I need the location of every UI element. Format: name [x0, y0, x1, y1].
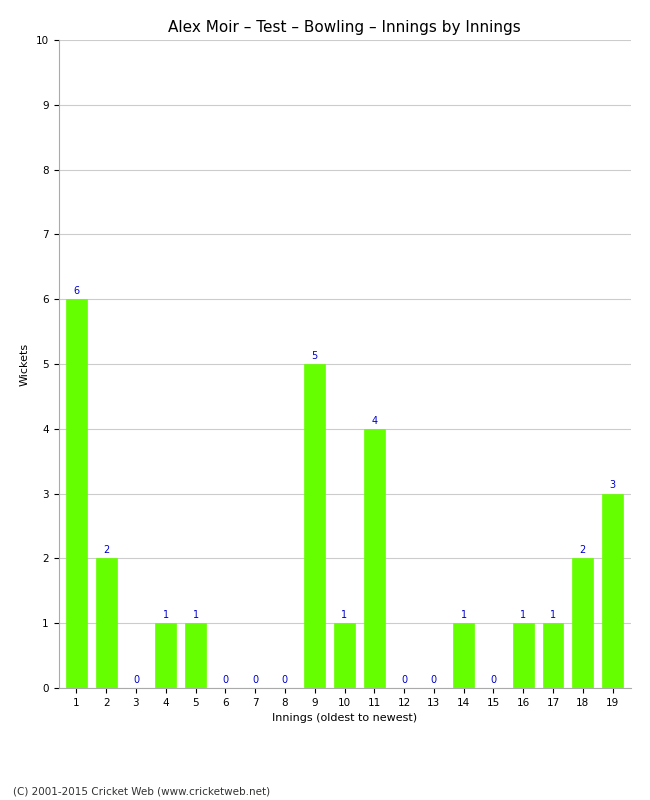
Text: 0: 0: [222, 674, 228, 685]
Bar: [543, 623, 564, 688]
Bar: [96, 558, 116, 688]
Text: 5: 5: [311, 350, 318, 361]
Bar: [573, 558, 593, 688]
Bar: [364, 429, 385, 688]
Y-axis label: Wickets: Wickets: [20, 342, 30, 386]
Text: 6: 6: [73, 286, 79, 296]
Text: 2: 2: [580, 545, 586, 555]
Text: 1: 1: [461, 610, 467, 620]
Bar: [185, 623, 206, 688]
Text: 1: 1: [550, 610, 556, 620]
Title: Alex Moir – Test – Bowling – Innings by Innings: Alex Moir – Test – Bowling – Innings by …: [168, 20, 521, 34]
Bar: [304, 364, 325, 688]
Text: 0: 0: [282, 674, 288, 685]
Bar: [334, 623, 355, 688]
X-axis label: Innings (oldest to newest): Innings (oldest to newest): [272, 714, 417, 723]
Text: (C) 2001-2015 Cricket Web (www.cricketweb.net): (C) 2001-2015 Cricket Web (www.cricketwe…: [13, 786, 270, 796]
Text: 0: 0: [133, 674, 139, 685]
Text: 1: 1: [162, 610, 169, 620]
Bar: [66, 299, 87, 688]
Text: 1: 1: [341, 610, 348, 620]
Text: 1: 1: [520, 610, 526, 620]
Text: 4: 4: [371, 415, 378, 426]
Text: 0: 0: [490, 674, 497, 685]
Bar: [602, 494, 623, 688]
Text: 2: 2: [103, 545, 109, 555]
Bar: [513, 623, 534, 688]
Text: 0: 0: [252, 674, 258, 685]
Text: 0: 0: [401, 674, 407, 685]
Bar: [453, 623, 474, 688]
Text: 0: 0: [431, 674, 437, 685]
Bar: [155, 623, 176, 688]
Text: 3: 3: [610, 480, 616, 490]
Text: 1: 1: [192, 610, 199, 620]
